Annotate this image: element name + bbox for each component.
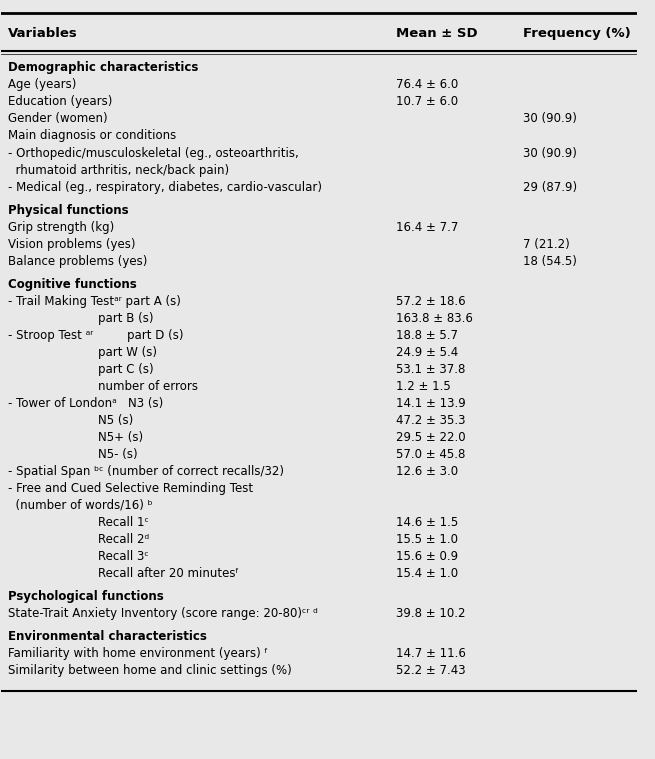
Text: Balance problems (yes): Balance problems (yes) (8, 255, 147, 268)
Text: 39.8 ± 10.2: 39.8 ± 10.2 (396, 607, 465, 620)
Text: 15.4 ± 1.0: 15.4 ± 1.0 (396, 567, 458, 580)
Text: part W (s): part W (s) (8, 346, 157, 359)
Text: Grip strength (kg): Grip strength (kg) (8, 221, 114, 234)
Text: 15.6 ± 0.9: 15.6 ± 0.9 (396, 550, 458, 563)
Text: N5- (s): N5- (s) (8, 448, 138, 461)
Text: N5+ (s): N5+ (s) (8, 431, 143, 444)
Text: 14.6 ± 1.5: 14.6 ± 1.5 (396, 516, 458, 529)
Text: 16.4 ± 7.7: 16.4 ± 7.7 (396, 221, 458, 234)
Text: - Trail Making Testᵃʳ part A (s): - Trail Making Testᵃʳ part A (s) (8, 294, 181, 307)
Text: 1.2 ± 1.5: 1.2 ± 1.5 (396, 380, 451, 393)
Text: 14.7 ± 11.6: 14.7 ± 11.6 (396, 647, 466, 660)
Text: Demographic characteristics: Demographic characteristics (8, 61, 198, 74)
Text: rhumatoid arthritis, neck/back pain): rhumatoid arthritis, neck/back pain) (8, 163, 229, 177)
Text: - Spatial Span ᵇᶜ (number of correct recalls/32): - Spatial Span ᵇᶜ (number of correct rec… (8, 465, 284, 478)
Text: Age (years): Age (years) (8, 78, 76, 91)
Text: - Free and Cued Selective Reminding Test: - Free and Cued Selective Reminding Test (8, 482, 253, 495)
Text: 29.5 ± 22.0: 29.5 ± 22.0 (396, 431, 465, 444)
Text: 57.2 ± 18.6: 57.2 ± 18.6 (396, 294, 465, 307)
Text: Mean ± SD: Mean ± SD (396, 27, 477, 39)
Text: Recall 1ᶜ: Recall 1ᶜ (8, 516, 149, 529)
Text: 29 (87.9): 29 (87.9) (523, 181, 577, 194)
Text: Education (years): Education (years) (8, 96, 112, 109)
Text: Variables: Variables (8, 27, 77, 39)
Text: 163.8 ± 83.6: 163.8 ± 83.6 (396, 312, 472, 325)
Text: Vision problems (yes): Vision problems (yes) (8, 238, 135, 250)
Text: (number of words/16) ᵇ: (number of words/16) ᵇ (8, 499, 153, 512)
Text: 57.0 ± 45.8: 57.0 ± 45.8 (396, 448, 465, 461)
Text: 7 (21.2): 7 (21.2) (523, 238, 570, 250)
Text: 18 (54.5): 18 (54.5) (523, 255, 576, 268)
Text: 53.1 ± 37.8: 53.1 ± 37.8 (396, 363, 465, 376)
Text: N5 (s): N5 (s) (8, 414, 133, 427)
Text: 30 (90.9): 30 (90.9) (523, 146, 576, 159)
Text: part C (s): part C (s) (8, 363, 153, 376)
Text: - Orthopedic/musculoskeletal (eg., osteoarthritis,: - Orthopedic/musculoskeletal (eg., osteo… (8, 146, 299, 159)
Text: Psychological functions: Psychological functions (8, 590, 164, 603)
Text: 47.2 ± 35.3: 47.2 ± 35.3 (396, 414, 465, 427)
Text: Recall 3ᶜ: Recall 3ᶜ (8, 550, 149, 563)
Text: 12.6 ± 3.0: 12.6 ± 3.0 (396, 465, 458, 478)
Text: number of errors: number of errors (8, 380, 198, 393)
Text: 76.4 ± 6.0: 76.4 ± 6.0 (396, 78, 458, 91)
Text: - Tower of Londonᵃ   N3 (s): - Tower of Londonᵃ N3 (s) (8, 397, 163, 410)
Text: part B (s): part B (s) (8, 312, 153, 325)
Text: Environmental characteristics: Environmental characteristics (8, 630, 206, 643)
Text: Physical functions: Physical functions (8, 203, 128, 216)
Text: - Stroop Test ᵃʳ         part D (s): - Stroop Test ᵃʳ part D (s) (8, 329, 183, 342)
Text: 15.5 ± 1.0: 15.5 ± 1.0 (396, 533, 458, 546)
Text: Recall after 20 minutesᶠ: Recall after 20 minutesᶠ (8, 567, 238, 580)
Text: Frequency (%): Frequency (%) (523, 27, 631, 39)
Text: Cognitive functions: Cognitive functions (8, 278, 136, 291)
Text: Gender (women): Gender (women) (8, 112, 107, 125)
Text: Familiarity with home environment (years) ᶠ: Familiarity with home environment (years… (8, 647, 268, 660)
Text: 18.8 ± 5.7: 18.8 ± 5.7 (396, 329, 458, 342)
Text: Similarity between home and clinic settings (%): Similarity between home and clinic setti… (8, 664, 291, 677)
Text: 52.2 ± 7.43: 52.2 ± 7.43 (396, 664, 465, 677)
Text: Recall 2ᵈ: Recall 2ᵈ (8, 533, 149, 546)
Text: 14.1 ± 13.9: 14.1 ± 13.9 (396, 397, 465, 410)
Text: State-Trait Anxiety Inventory (score range: 20-80)ᶜʳ ᵈ: State-Trait Anxiety Inventory (score ran… (8, 607, 318, 620)
Text: 30 (90.9): 30 (90.9) (523, 112, 576, 125)
Text: Main diagnosis or conditions: Main diagnosis or conditions (8, 130, 176, 143)
Text: 24.9 ± 5.4: 24.9 ± 5.4 (396, 346, 458, 359)
Text: - Medical (eg., respiratory, diabetes, cardio-vascular): - Medical (eg., respiratory, diabetes, c… (8, 181, 322, 194)
Text: 10.7 ± 6.0: 10.7 ± 6.0 (396, 96, 458, 109)
